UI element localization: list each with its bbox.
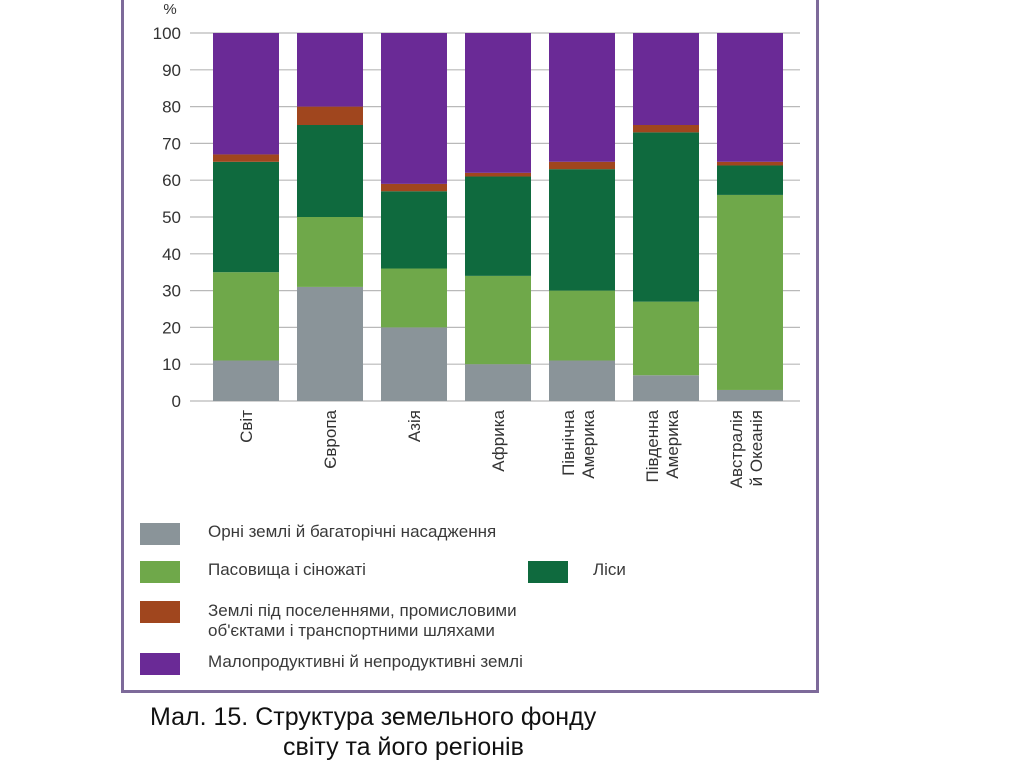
bar-segment <box>297 125 363 217</box>
x-tick-label-line: Азія <box>405 410 424 442</box>
legend-label: Орні землі й багаторічні насадження <box>208 522 497 541</box>
bar-segment <box>633 132 699 302</box>
bar-segment <box>381 327 447 401</box>
bar-segment <box>381 191 447 269</box>
legend-swatch <box>140 523 180 545</box>
y-tick-label: 60 <box>162 171 181 190</box>
bar-segment <box>465 33 531 173</box>
bar-segment <box>549 290 615 361</box>
legend-swatch <box>140 601 180 623</box>
bar-segment <box>549 161 615 170</box>
bar-segment <box>717 165 783 195</box>
x-axis-labels: Світ Європа Азія Африка ПівнічнаАмерика Півде… <box>237 409 766 488</box>
legend-label: Ліси <box>593 560 626 579</box>
bar-segment <box>213 360 279 401</box>
y-axis: % 0 10 20 30 40 50 60 70 80 90 100 <box>153 1 181 411</box>
x-tick-label: Австраліяй Океанія <box>727 410 766 488</box>
x-tick-label-line: Європа <box>321 409 340 468</box>
bar-segment <box>633 125 699 133</box>
x-tick-label: Європа <box>321 409 340 468</box>
bar-segment <box>465 172 531 177</box>
x-tick-label-line: Африка <box>489 409 508 471</box>
x-tick-label: ПівнічнаАмерика <box>559 409 598 478</box>
bar-segment <box>213 154 279 162</box>
x-tick-label-line: Північна <box>559 409 578 475</box>
y-tick-label: 90 <box>162 61 181 80</box>
y-axis-unit: % <box>163 1 176 18</box>
caption-line-1: Мал. 15. Структура земельного фонду <box>150 703 597 731</box>
bar-segment <box>297 33 363 107</box>
x-tick-label-line: Австралія <box>727 410 746 488</box>
bar-segment <box>297 106 363 125</box>
y-tick-label: 100 <box>153 24 181 43</box>
legend-swatch <box>528 561 568 583</box>
bar-segment <box>381 268 447 328</box>
legend-label: Пасовища і сіножаті <box>208 560 366 579</box>
bar-segment <box>633 301 699 376</box>
x-tick-label-line: Південна <box>643 409 662 482</box>
bar-segment <box>549 33 615 162</box>
caption-line-2: світу та його регіонів <box>283 733 524 761</box>
legend-swatch <box>140 653 180 675</box>
y-tick-label: 30 <box>162 282 181 301</box>
bar-segment <box>549 169 615 291</box>
x-tick-label: Азія <box>405 410 424 442</box>
bar-segment <box>381 183 447 192</box>
bar-segment <box>297 217 363 287</box>
bars <box>213 33 783 401</box>
x-tick-label-line: Америка <box>579 409 598 478</box>
y-tick-label: 50 <box>162 208 181 227</box>
x-tick-label-line: Світ <box>237 410 256 443</box>
x-tick-label: ПівденнаАмерика <box>643 409 682 482</box>
bar-segment <box>213 272 279 361</box>
y-tick-label: 70 <box>162 134 181 153</box>
bar-segment <box>549 360 615 401</box>
y-tick-label: 0 <box>172 392 181 411</box>
y-tick-label: 80 <box>162 98 181 117</box>
y-tick-label: 40 <box>162 245 181 264</box>
x-tick-label-line: Америка <box>663 409 682 478</box>
legend-swatch <box>140 561 180 583</box>
legend-label: Землі під поселеннями, промисловими об'є… <box>208 601 517 640</box>
bar-segment <box>213 33 279 155</box>
bar-segment <box>717 194 783 390</box>
stacked-bar-chart: % 0 10 20 30 40 50 60 70 80 90 100 Світ Європа Азія А… <box>153 1 800 488</box>
bar-segment <box>717 33 783 162</box>
x-tick-label-line: й Океанія <box>747 410 766 486</box>
bar-segment <box>381 33 447 184</box>
bar-segment <box>465 364 531 401</box>
bar-segment <box>633 375 699 401</box>
x-tick-label: Африка <box>489 409 508 471</box>
bar-segment <box>633 33 699 125</box>
bar-segment <box>717 389 783 401</box>
y-tick-label: 10 <box>162 355 181 374</box>
bar-segment <box>297 286 363 401</box>
legend-label: Малопродуктивні й непродуктивні землі <box>208 652 523 671</box>
x-tick-label: Світ <box>237 410 256 443</box>
y-tick-label: 20 <box>162 318 181 337</box>
bar-segment <box>465 176 531 276</box>
bar-segment <box>465 275 531 365</box>
bar-segment <box>213 161 279 273</box>
bar-segment <box>717 161 783 166</box>
